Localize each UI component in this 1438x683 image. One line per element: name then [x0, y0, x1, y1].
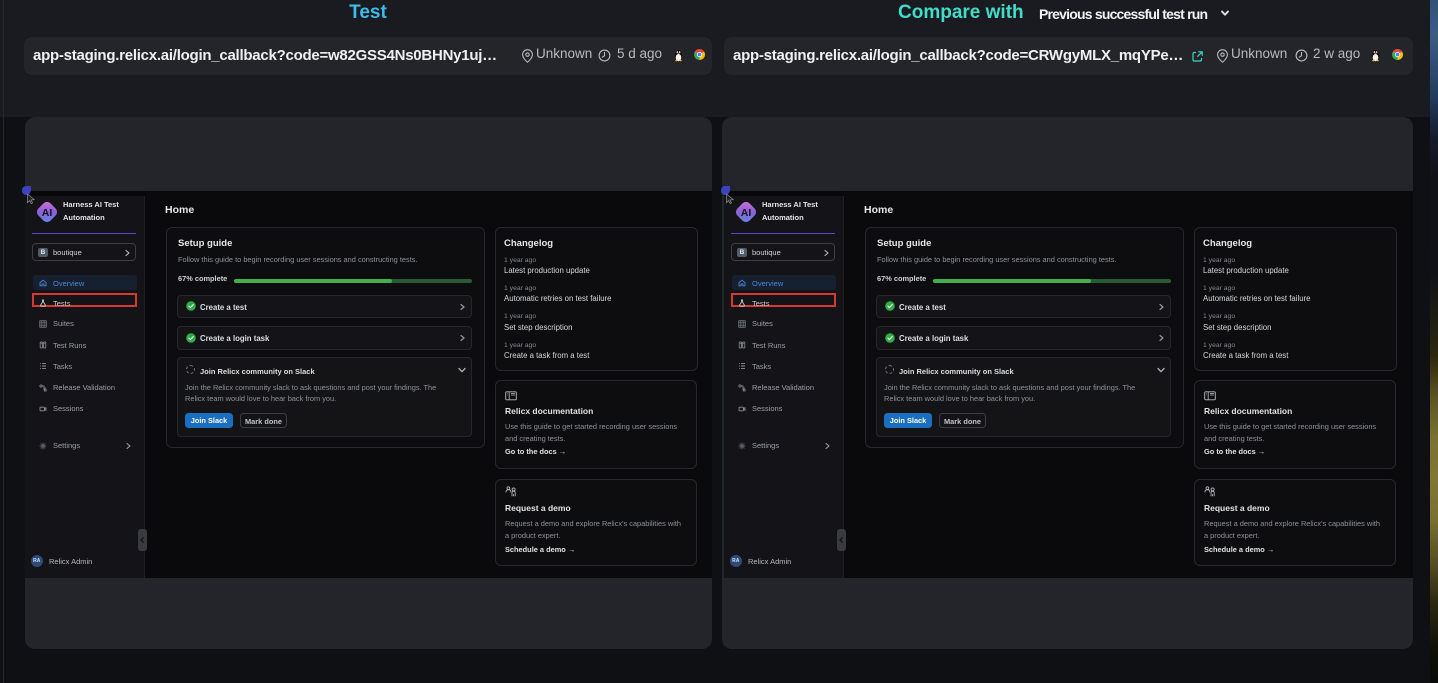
svg-text:AI: AI	[42, 207, 53, 219]
svg-text:AI: AI	[741, 207, 752, 219]
